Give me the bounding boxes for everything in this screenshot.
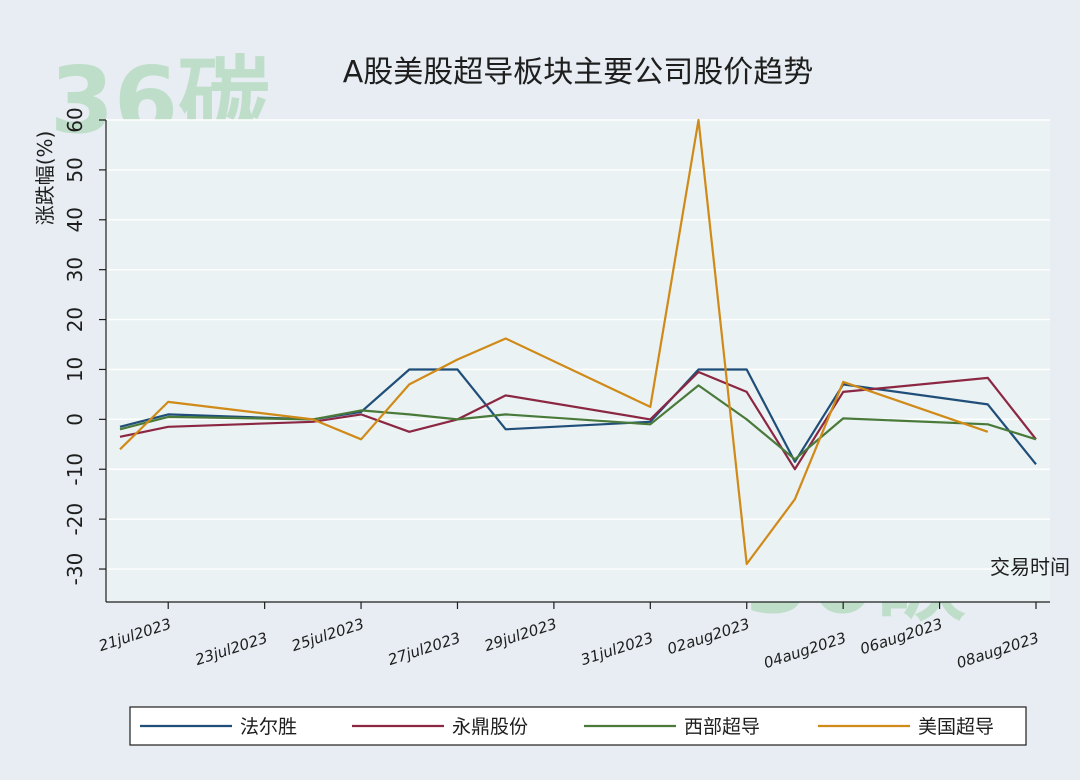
y-tick-label: 40	[63, 207, 87, 232]
y-tick-label: 30	[63, 257, 87, 282]
plot-area	[106, 120, 1050, 602]
x-tick-label: 04aug2023	[762, 629, 849, 673]
x-tick-label: 25jul2023	[289, 615, 366, 655]
x-tick-label: 29jul2023	[482, 615, 559, 655]
x-tick-label: 23jul2023	[193, 629, 270, 669]
legend-label-1: 法尔胜	[240, 716, 297, 738]
x-tick-label: 21jul2023	[96, 615, 173, 655]
y-tick-label: 60	[63, 107, 87, 132]
y-ticks: -30 -20 -10 0 10 20 30 40 50 60	[63, 107, 106, 585]
x-tick-label: 27jul2023	[386, 629, 463, 669]
y-tick-label: -20	[63, 503, 87, 536]
y-tick-label: 20	[63, 307, 87, 332]
y-tick-label: 50	[63, 157, 87, 182]
legend: 法尔胜 永鼎股份 西部超导 美国超导	[140, 716, 994, 738]
series-lines	[119, 118, 1037, 566]
legend-label-3: 西部超导	[684, 716, 760, 738]
x-tick-label: 08aug2023	[954, 629, 1041, 673]
series-line-2	[119, 370, 1037, 471]
series-line-4	[119, 118, 989, 566]
y-tick-label: -30	[63, 553, 87, 586]
y-tick-label: -10	[63, 453, 87, 486]
x-tick-label: 02aug2023	[665, 615, 752, 659]
y-tick-label: 10	[63, 357, 87, 382]
series-line-3	[119, 384, 1037, 461]
chart-title: A股美股超导板块主要公司股价趋势	[343, 55, 814, 90]
legend-label-2: 永鼎股份	[452, 716, 528, 738]
x-tick-label: 31jul2023	[579, 629, 656, 669]
x-axis-label: 交易时间	[990, 555, 1070, 579]
legend-label-4: 美国超导	[918, 716, 994, 738]
y-axis-label: 涨跌幅(%)	[33, 131, 57, 226]
y-tick-label: 0	[63, 413, 87, 426]
